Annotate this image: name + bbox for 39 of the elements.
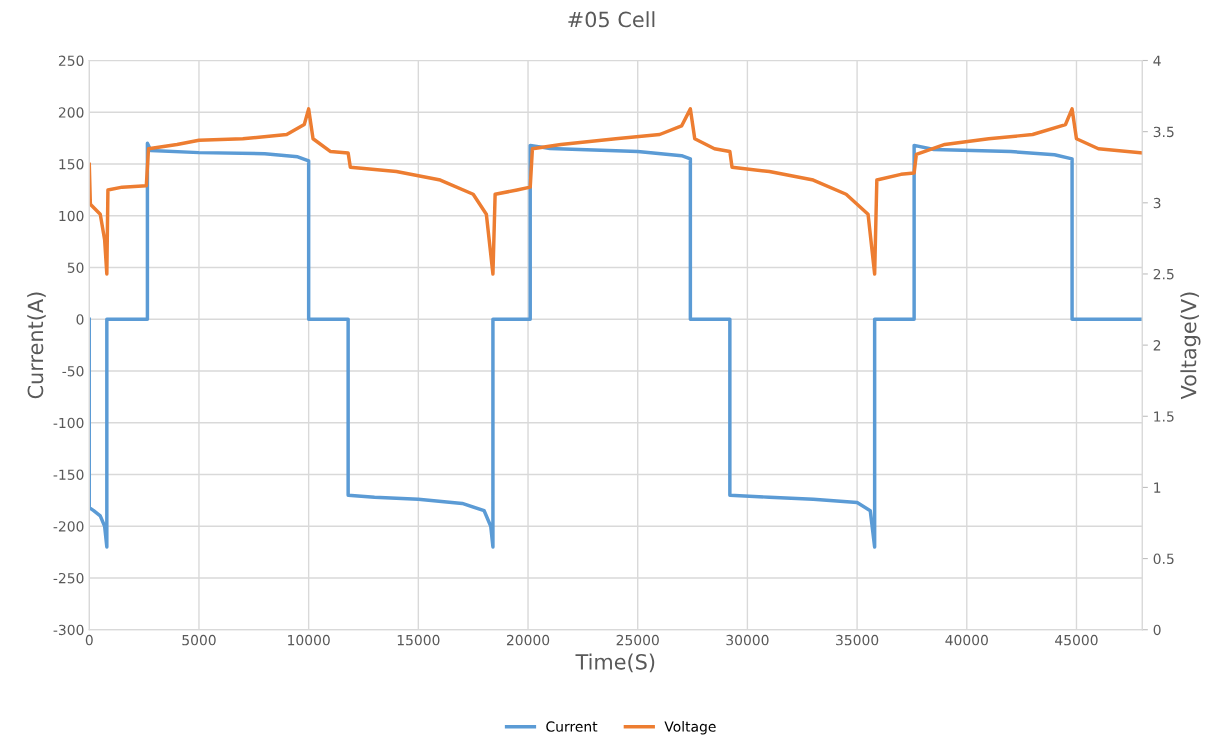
- y-tick-label: 200: [58, 107, 84, 118]
- y-tick-label: -200: [53, 521, 84, 532]
- y-tick-label: 0: [76, 314, 84, 325]
- y2-tick-label: 3: [1153, 197, 1161, 209]
- y-tick-label: -100: [53, 417, 84, 429]
- line-series: [89, 141, 1143, 549]
- x-axis-title: Time(S): [575, 653, 655, 673]
- legend-label: Voltage: [664, 721, 716, 735]
- y2-tick-label: 0: [1153, 624, 1161, 636]
- y-tick-label: -150: [53, 469, 84, 480]
- y2-tick-label: 2: [1153, 340, 1161, 351]
- x-tick-label: 35000: [836, 634, 879, 646]
- x-tick-label: 10000: [288, 634, 330, 646]
- y-tick-label: 250: [58, 55, 84, 66]
- y2-tick-label: 3.5: [1153, 126, 1174, 138]
- x-tick-label: 30000: [726, 634, 769, 646]
- y-axis-title: Current(A): [27, 292, 46, 399]
- x-tick-label: 25000: [616, 634, 659, 646]
- x-tick-label: 45000: [1055, 634, 1098, 646]
- y-tick-label: 100: [59, 210, 84, 222]
- y2-tick-label: 0.5: [1153, 553, 1174, 565]
- x-tick-label: 5000: [182, 634, 216, 646]
- line-series: [89, 107, 1143, 276]
- x-tick-label: 0: [85, 634, 93, 646]
- y-tick-label: -250: [53, 572, 84, 584]
- y2-tick-label: 2.5: [1153, 268, 1174, 280]
- x-tick-label: 20000: [506, 634, 550, 646]
- y-tick-label: 150: [59, 158, 84, 170]
- legend-label: Current: [546, 721, 598, 732]
- y-tick-label: 50: [67, 262, 84, 273]
- y2-axis-title: Voltage(V): [1180, 292, 1201, 400]
- chart-title: #05 Cell: [568, 11, 655, 28]
- y-tick-label: -300: [53, 624, 84, 636]
- y2-tick-label: 4: [1153, 55, 1161, 66]
- y-tick-label: -50: [62, 365, 84, 377]
- y2-tick-label: 1: [1154, 482, 1161, 493]
- x-tick-label: 15000: [397, 634, 440, 646]
- x-tick-label: 40000: [945, 634, 988, 646]
- y2-tick-label: 1.5: [1154, 411, 1174, 422]
